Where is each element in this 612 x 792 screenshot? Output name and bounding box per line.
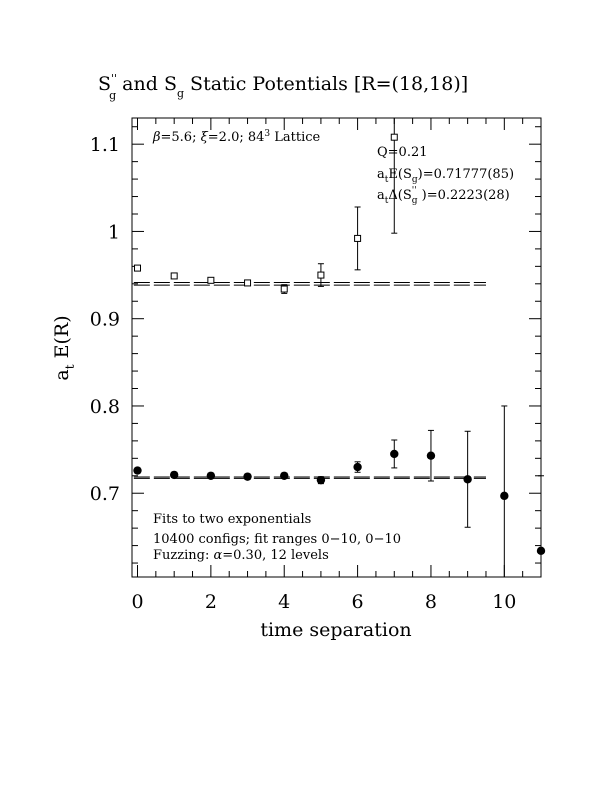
data-point-circle [353,462,362,472]
fit-results-annotation: Q=0.21 atE(Sg)=0.71777(85) atΔ(S'' g )=0.… [377,145,514,206]
data-point-square [317,271,325,279]
data-point-circle [206,471,216,480]
data-point-circle [500,491,509,501]
y-tick-label: 1 [108,221,120,243]
fit-bands [133,281,486,479]
data-point-square [170,272,178,280]
y-tick-label: 0.7 [90,483,120,505]
ground-energy-text: atE(Sg)=0.71777(85) [377,167,514,185]
data-point-circle [169,470,179,480]
data-point-square [244,279,252,287]
data-point-circle [133,466,142,475]
x-tick-label: 4 [278,591,290,613]
data-point-square [280,285,288,293]
x-tick-label: 0 [131,591,143,613]
x-tick-label: 8 [425,591,437,613]
x-tick-labels: 0 2 4 6 8 10 [131,591,516,613]
fit-method-text: Fits to two exponentials [153,512,311,527]
data-point-circle [243,472,252,481]
y-tick-label: 1.1 [90,134,120,156]
data-point-circle [280,471,289,480]
data-point-square [134,264,142,272]
x-axis-label: time separation [260,619,411,641]
q-value-text: Q=0.21 [377,145,428,160]
energy-gap-text: atΔ(S'' g )=0.2223(28) [377,186,510,206]
lattice-annotation: β=5.6; ξ=2.0; 843 Lattice [152,129,321,145]
y-tick-label: 0.9 [90,309,120,331]
data-point-square [207,276,215,284]
data-point-square [390,133,398,141]
data-point-circle [426,451,436,460]
data-point-circle [390,449,399,459]
plot-frame [131,117,542,578]
configs-text: 10400 configs; fit ranges 0−10, 0−10 [153,532,401,547]
y-axis-label: at E(R) [51,315,77,380]
method-annotation: Fits to two exponentials 10400 configs; … [153,512,401,563]
y-tick-label: 0.8 [90,396,120,418]
x-tick-label: 6 [352,591,364,613]
axis-ticks [132,118,542,577]
chart-title: S'' g and Sg Static Potentials [R=(18,18)… [98,72,468,102]
fuzzing-text: Fuzzing: α=0.30, 12 levels [153,548,329,563]
data-point-square [354,234,362,242]
data-point-circle [316,475,326,485]
x-tick-label: 2 [205,591,217,613]
data-points [133,118,546,577]
data-point-circle [536,546,546,556]
y-tick-labels: 0.7 0.8 0.9 1 1.1 [90,134,120,505]
data-point-circle [463,475,472,484]
x-tick-label: 10 [492,591,516,613]
